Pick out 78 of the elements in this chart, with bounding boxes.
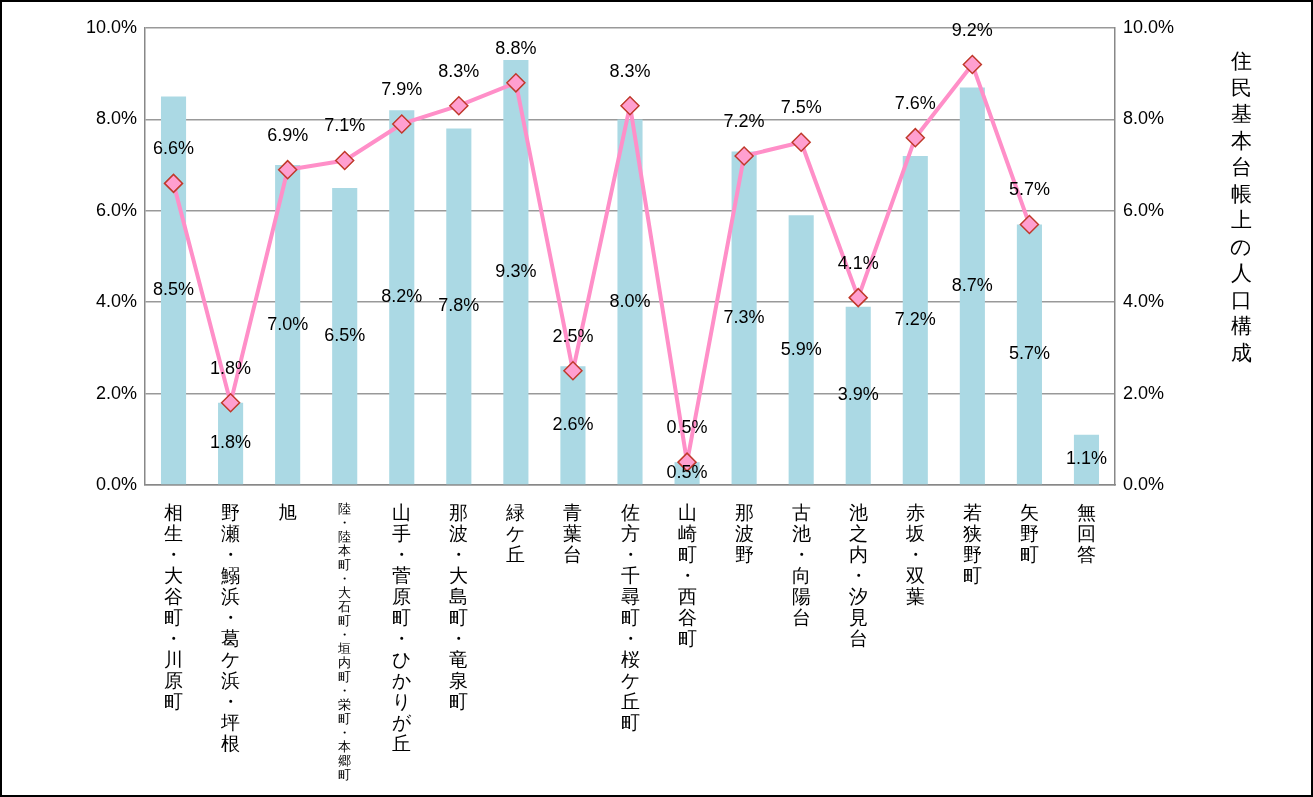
data-label: 6.6%	[153, 138, 195, 159]
x-tick-label: 無回答	[1075, 501, 1097, 565]
data-label: 2.5%	[552, 325, 594, 346]
x-tick-label: 池之内・汐見台	[847, 501, 869, 649]
point	[791, 132, 811, 152]
y-tick-label: 0.0%	[95, 473, 137, 494]
y-tick-label: 10.0%	[85, 16, 137, 37]
text: 住民基本台帳上の人口構成	[1230, 49, 1252, 365]
category-label: 陸・陸本町・大石町・垣内町・栄町・本郷町	[338, 501, 352, 782]
data-label: 3.9%	[837, 384, 879, 405]
data-label: 8.7%	[951, 274, 993, 295]
data-label: 8.0%	[609, 290, 651, 311]
category-label: 山手・菅原町・ひかりが丘	[392, 501, 412, 754]
category-label: 那波・大島町・竜泉町	[449, 501, 469, 712]
point	[962, 54, 983, 75]
data-label: 0.5%	[666, 417, 708, 438]
y2-tick-label: 8.0%	[1123, 108, 1165, 129]
x-tick-label: 那波野	[733, 501, 755, 565]
data-label: 8.2%	[381, 286, 423, 307]
data-label: 6.9%	[267, 124, 309, 145]
data-label: 1.8%	[210, 432, 252, 453]
data-label: 8.8%	[495, 37, 537, 58]
x-tick-label: 矢野町	[1018, 501, 1040, 565]
data-label: 5.9%	[780, 338, 822, 359]
x-tick-label: 青葉台	[562, 501, 584, 565]
point	[506, 73, 526, 93]
y2-tick-label: 2.0%	[1123, 382, 1165, 403]
data-label: 6.5%	[324, 325, 366, 346]
data-label: 1.1%	[1065, 448, 1107, 469]
data-label: 5.7%	[1008, 343, 1050, 364]
data-label: 7.1%	[324, 115, 366, 136]
data-label: 4.1%	[837, 252, 879, 273]
point	[392, 114, 412, 134]
data-label: 8.3%	[438, 60, 480, 81]
x-tick-label: 山崎町・西谷町	[676, 501, 698, 649]
y-tick-label: 4.0%	[95, 291, 137, 312]
data-label: 0.5%	[666, 462, 708, 483]
data-label: 9.2%	[951, 19, 993, 40]
y2-tick-label: 10.0%	[1123, 16, 1175, 37]
data-label: 7.2%	[723, 110, 765, 131]
data-label: 1.8%	[210, 357, 252, 378]
x-tick-label: 旭	[277, 501, 299, 523]
y-tick-label: 2.0%	[95, 382, 137, 403]
category-label: 相生・大谷町・川原町	[164, 501, 184, 712]
point	[334, 150, 355, 171]
point	[905, 127, 926, 148]
x-tick-label: 古池・向陽台	[790, 501, 812, 628]
data-label: 7.0%	[267, 313, 309, 334]
y2-tick-label: 6.0%	[1123, 199, 1165, 220]
point	[734, 146, 754, 166]
point	[449, 95, 469, 116]
category-label: 佐方・千尋町・桜ケ丘町	[620, 501, 640, 733]
category-label: 野瀬・鰯浜・葛ケ浜・坪根	[221, 501, 241, 754]
data-label: 7.8%	[438, 295, 480, 316]
point	[620, 95, 640, 116]
x-tick-label: 若狭野町	[961, 501, 983, 586]
data-label: 7.5%	[780, 97, 822, 118]
y2-tick-label: 0.0%	[1123, 473, 1165, 494]
data-label: 7.3%	[723, 306, 765, 327]
point	[563, 361, 583, 381]
point	[277, 159, 298, 180]
x-tick-label: 赤坂・双葉	[904, 501, 926, 607]
data-label: 8.3%	[609, 60, 651, 81]
y-tick-label: 8.0%	[95, 108, 137, 129]
point	[1019, 214, 1040, 235]
x-tick-label: 緑ケ丘	[505, 501, 527, 565]
data-label: 7.6%	[894, 92, 936, 113]
y-tick-label: 6.0%	[95, 199, 137, 220]
point	[220, 392, 241, 413]
y2-tick-label: 4.0%	[1123, 291, 1165, 312]
data-label: 9.3%	[495, 261, 537, 282]
data-label: 7.2%	[894, 309, 936, 330]
data-label: 5.7%	[1008, 179, 1050, 200]
data-label: 2.6%	[552, 414, 594, 435]
data-label: 8.5%	[153, 279, 195, 300]
data-label: 7.9%	[381, 78, 423, 99]
point	[163, 173, 184, 194]
point	[848, 287, 868, 308]
